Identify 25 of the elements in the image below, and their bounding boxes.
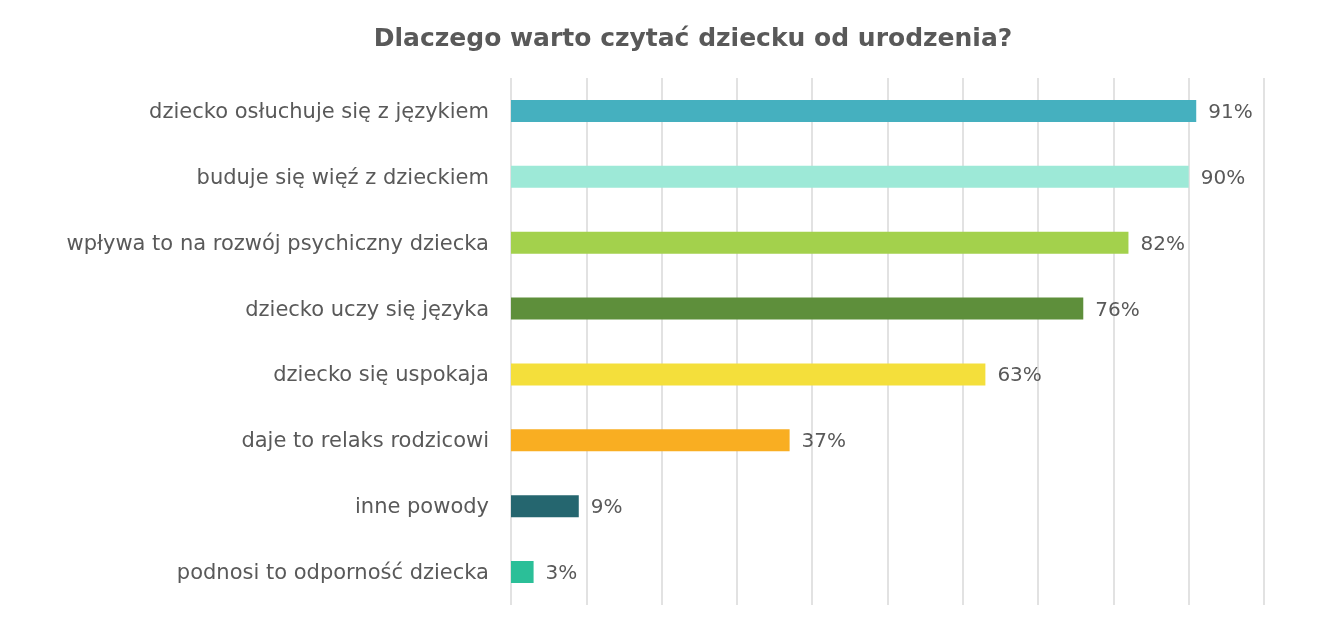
y-tick-label: inne powody <box>354 494 489 519</box>
bar <box>511 99 1197 122</box>
data-label: 9% <box>590 494 623 519</box>
bar <box>511 231 1129 254</box>
y-tick-label: daje to relaks rodzicowi <box>241 428 489 453</box>
data-label: 76% <box>1095 296 1140 321</box>
bar <box>511 495 579 518</box>
y-tick-label: wpływa to na rozwój psychiczny dziecka <box>66 230 489 255</box>
data-label: 91% <box>1208 98 1253 123</box>
y-tick-label: podnosi to odporność dziecka <box>176 560 489 585</box>
bar <box>511 429 790 452</box>
data-label: 37% <box>801 428 847 453</box>
data-label: 63% <box>997 362 1042 387</box>
bar <box>511 165 1189 188</box>
y-tick-label: buduje się więź z dzieckiem <box>196 164 489 189</box>
y-tick-label: dziecko uczy się języka <box>245 296 489 321</box>
bar <box>511 297 1084 320</box>
y-tick-label: dziecko się uspokaja <box>273 362 489 387</box>
bar <box>511 363 986 386</box>
data-label: 90% <box>1200 164 1246 189</box>
data-label: 3% <box>545 560 578 585</box>
chart-title: Dlaczego warto czytać dziecku od urodzenia? <box>373 23 1013 52</box>
y-tick-label: dziecko osłuchuje się z językiem <box>149 98 489 123</box>
bar <box>511 561 534 584</box>
data-label: 82% <box>1140 230 1185 255</box>
